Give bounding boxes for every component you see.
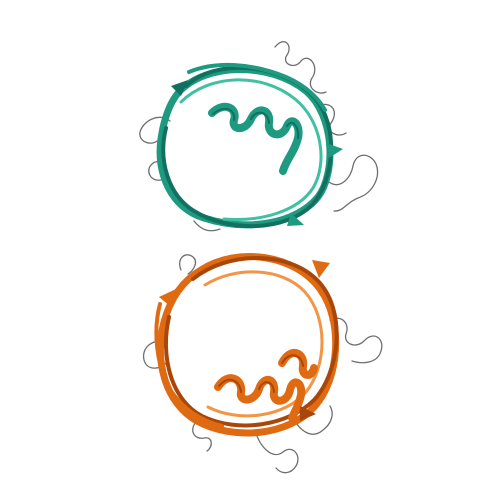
upper-strand-arrow-1 [326, 143, 343, 158]
lower-helix-shade [218, 354, 304, 393]
upper-loop-left [139, 116, 171, 144]
lower-strand-arrow-3 [300, 406, 316, 421]
lower-ring-strand-4 [154, 302, 224, 428]
lower-ring-strand-1 [157, 253, 340, 437]
lower-strand-arrow-1 [312, 260, 330, 278]
upper-helix-shade [212, 107, 300, 139]
upper-ring-strand-3 [179, 78, 323, 221]
lower-ring-strand-2 [164, 256, 339, 428]
lower-loop-right [329, 317, 383, 364]
upper-strand-arrow-3 [171, 80, 188, 96]
upper-loop-right [317, 103, 347, 136]
lower-loop-bottom-left [192, 421, 212, 452]
upper-ring-strand-4 [187, 62, 327, 112]
lower-ring-strand-3 [203, 270, 324, 418]
upper-beta-barrel [139, 41, 379, 232]
lower-strand-arrow-2 [159, 289, 176, 306]
lower-loop-bottom [254, 429, 299, 474]
lower-loop-upper-left [179, 254, 197, 275]
upper-loop-lower-right [328, 154, 379, 212]
upper-loop-bottom [193, 220, 221, 232]
upper-strand-arrow-2 [287, 213, 304, 226]
lower-loop-bottom-right [295, 405, 333, 435]
upper-loop-top-right [274, 41, 327, 94]
lower-beta-barrel [142, 253, 383, 474]
